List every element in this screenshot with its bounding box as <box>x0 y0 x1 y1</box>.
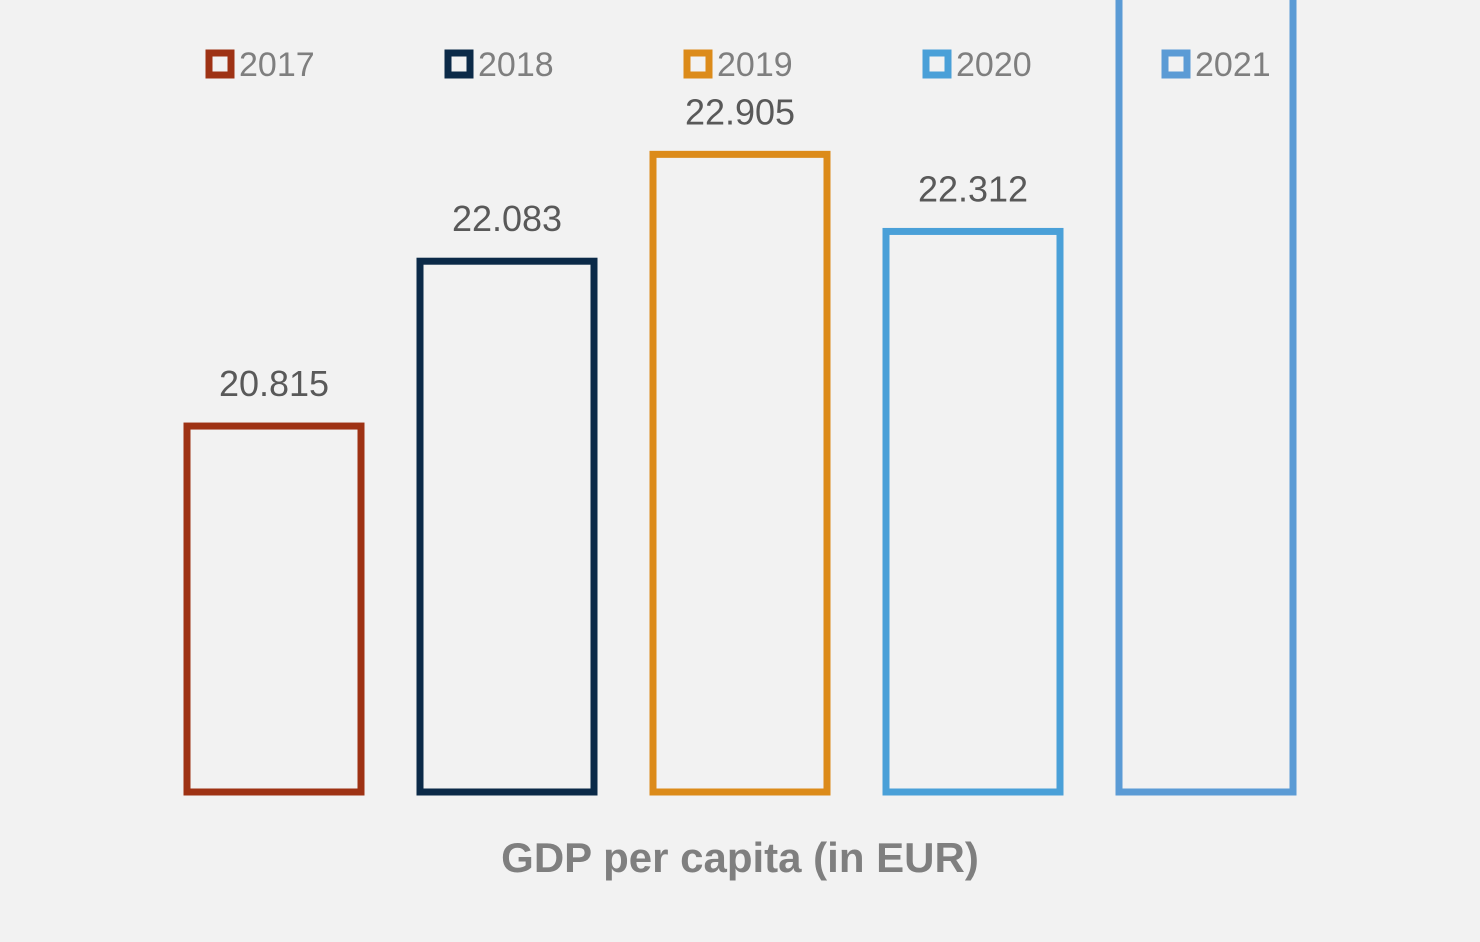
data-label-2019: 22.905 <box>685 91 795 132</box>
legend-label-2017: 2017 <box>239 46 315 84</box>
data-label-2020: 22.312 <box>918 168 1028 209</box>
bars <box>183 0 1297 796</box>
bar-2020 <box>882 227 1064 796</box>
legend-label-2020: 2020 <box>956 46 1032 84</box>
legend-swatch-2020 <box>922 49 952 79</box>
legend-label-2018: 2018 <box>478 46 554 84</box>
bar-2021 <box>1115 0 1297 796</box>
legend-swatch-2019 <box>683 49 713 79</box>
legend-label-2019: 2019 <box>717 46 793 84</box>
x-axis-title: GDP per capita (in EUR) <box>501 834 979 881</box>
legend-swatch-2018 <box>444 49 474 79</box>
legend: 2017 2018 2019 2020 2021 <box>205 46 1271 84</box>
legend-swatch-2017 <box>205 49 235 79</box>
data-label-2017: 20.815 <box>219 363 329 404</box>
bar-2018 <box>416 257 598 796</box>
bar-2019 <box>649 150 831 796</box>
legend-label-2021: 2021 <box>1195 46 1271 84</box>
data-label-2018: 22.083 <box>452 198 562 239</box>
bar-2017 <box>183 422 365 796</box>
legend-swatch-2021 <box>1161 49 1191 79</box>
